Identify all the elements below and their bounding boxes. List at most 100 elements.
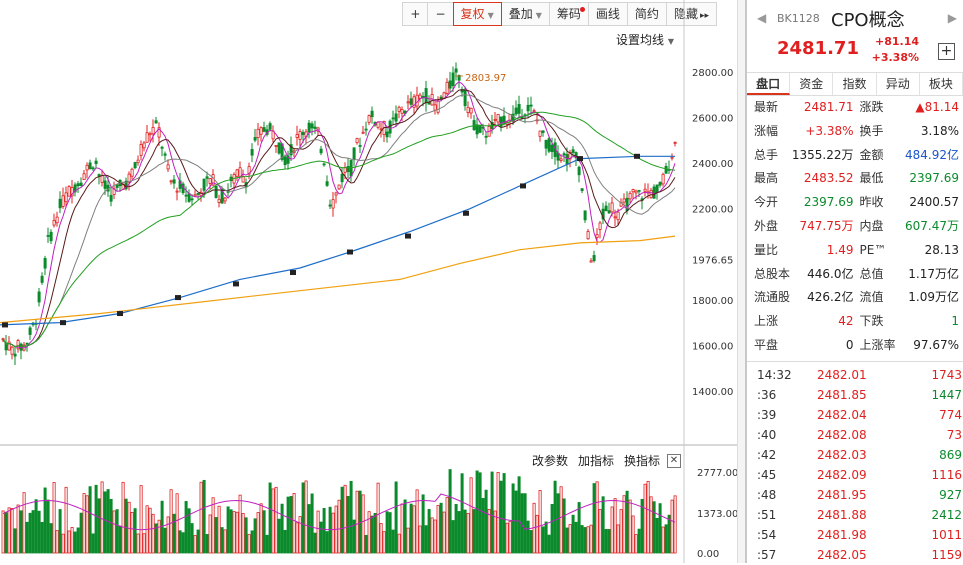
stat-label: 涨幅 xyxy=(754,123,779,138)
volume-bar xyxy=(448,469,452,554)
overlay-button[interactable]: 叠加 ▼ xyxy=(500,2,550,26)
candle-body xyxy=(484,135,488,138)
volume-bar xyxy=(208,514,212,554)
candle-body xyxy=(169,180,173,183)
candle-body xyxy=(628,193,632,200)
volume-bar xyxy=(568,524,572,554)
candle-body xyxy=(130,168,134,177)
volume-bar xyxy=(355,490,359,554)
volume-bar xyxy=(91,533,95,554)
volume-bar xyxy=(472,509,476,554)
next-arrow-icon[interactable]: ▶ xyxy=(947,11,957,25)
candle-body xyxy=(496,113,500,123)
volume-bar xyxy=(40,521,44,554)
tab-3[interactable]: 异动 xyxy=(877,73,920,95)
candle-body xyxy=(574,152,578,159)
volume-bar xyxy=(418,525,422,554)
candle-body xyxy=(253,137,257,141)
zoom-in-button[interactable]: + xyxy=(402,2,429,26)
kline-chart-area[interactable]: + − 复权 ▼ 叠加 ▼ 筹码 画线 简约 隐藏 ▸▸ 设置均线 ▼ 2800.00… xyxy=(0,0,745,563)
candle-body xyxy=(595,234,599,238)
volume-bar xyxy=(130,511,134,554)
vertical-scrollbar[interactable] xyxy=(737,0,746,563)
candle-body xyxy=(397,106,401,112)
candle-body xyxy=(493,118,497,121)
candle-body xyxy=(298,131,302,140)
zoom-out-button[interactable]: − xyxy=(427,2,454,26)
chevron-down-icon: ▼ xyxy=(535,11,542,20)
volume-bar xyxy=(538,489,542,554)
volume-bar xyxy=(613,498,617,554)
tick-volume: 73 xyxy=(946,427,962,442)
volume-bar xyxy=(607,529,611,554)
stat-value: 0 xyxy=(845,337,854,352)
stat-value: 607.47万 xyxy=(905,218,959,233)
volume-bar xyxy=(364,534,368,554)
tab-4[interactable]: 板块 xyxy=(920,73,963,95)
volume-bar xyxy=(409,503,413,554)
chevron-down-icon: ▼ xyxy=(487,11,494,20)
stat-label: 总手 xyxy=(754,147,779,162)
tab-0[interactable]: 盘口 xyxy=(747,73,791,95)
change-params-button[interactable]: 改参数 xyxy=(532,454,569,468)
volume-bar xyxy=(451,520,455,554)
chip-button[interactable]: 筹码 xyxy=(548,2,589,26)
volume-bar xyxy=(631,515,635,554)
volume-bar xyxy=(70,527,74,554)
volume-bar xyxy=(166,516,170,554)
candle-body xyxy=(547,138,551,152)
volume-bar xyxy=(415,489,419,554)
stat-value: 1355.22万 xyxy=(791,147,854,162)
change-block: +81.14 +3.38% xyxy=(869,34,919,66)
tick-price: 2481.98 xyxy=(817,527,867,542)
candle-body xyxy=(613,216,617,219)
tab-1[interactable]: 资金 xyxy=(790,73,834,95)
volume-bar xyxy=(202,479,206,554)
candle-body xyxy=(427,102,431,105)
volume-bar xyxy=(589,524,593,554)
candle-body xyxy=(367,115,371,123)
set-ma-button[interactable]: 设置均线 ▼ xyxy=(616,31,674,48)
volume-bar xyxy=(151,513,155,554)
volume-bar xyxy=(502,473,506,554)
volume-bar xyxy=(142,533,146,554)
stat-value: 446.0亿 xyxy=(807,266,854,281)
volume-bar xyxy=(67,530,71,554)
ma250-line xyxy=(0,235,676,324)
stat-value: 1.17万亿 xyxy=(908,266,959,281)
close-indicator-icon[interactable]: ✕ xyxy=(667,454,681,468)
swap-indicator-button[interactable]: 换指标 xyxy=(624,454,661,468)
volume-bar xyxy=(487,509,491,554)
ma-marker xyxy=(117,311,123,317)
hide-button[interactable]: 隐藏 ▸▸ xyxy=(665,2,717,26)
stat-label: 总值 xyxy=(859,266,884,281)
tick-row: :36 2481.85 1447 xyxy=(747,385,963,405)
chevron-down-icon: ▼ xyxy=(667,37,674,46)
fuquan-button[interactable]: 复权 ▼ xyxy=(452,2,502,26)
prev-arrow-icon[interactable]: ◀ xyxy=(757,11,767,25)
candle-body xyxy=(82,173,86,181)
candle-body xyxy=(157,127,161,138)
stat-value: ▲81.14 xyxy=(915,100,959,114)
stat-value: 2397.69 xyxy=(803,195,854,210)
candle-body xyxy=(76,183,80,187)
stat-label: 下跌 xyxy=(859,314,884,329)
volume-bar xyxy=(157,519,161,554)
volume-bar xyxy=(514,490,518,554)
tab-2[interactable]: 指数 xyxy=(833,73,877,95)
add-watchlist-button[interactable]: + xyxy=(938,43,955,60)
add-indicator-button[interactable]: 加指标 xyxy=(578,454,615,468)
stat-label: 流通股 xyxy=(754,290,791,305)
volume-bar xyxy=(442,511,446,554)
change-percent: +3.38% xyxy=(871,51,919,64)
candle-body xyxy=(457,75,461,81)
volume-bar xyxy=(478,472,482,554)
volume-bar xyxy=(379,523,383,554)
candle-body xyxy=(616,211,620,221)
stat-cell: 今开 2397.69 xyxy=(754,191,857,215)
max-price-label: 2803.97 xyxy=(465,73,506,84)
volume-bar xyxy=(214,517,218,554)
draw-line-button[interactable]: 画线 xyxy=(587,2,628,26)
stat-row: 上涨 42 下跌 1 xyxy=(747,310,963,334)
tick-volume: 1447 xyxy=(931,387,962,402)
